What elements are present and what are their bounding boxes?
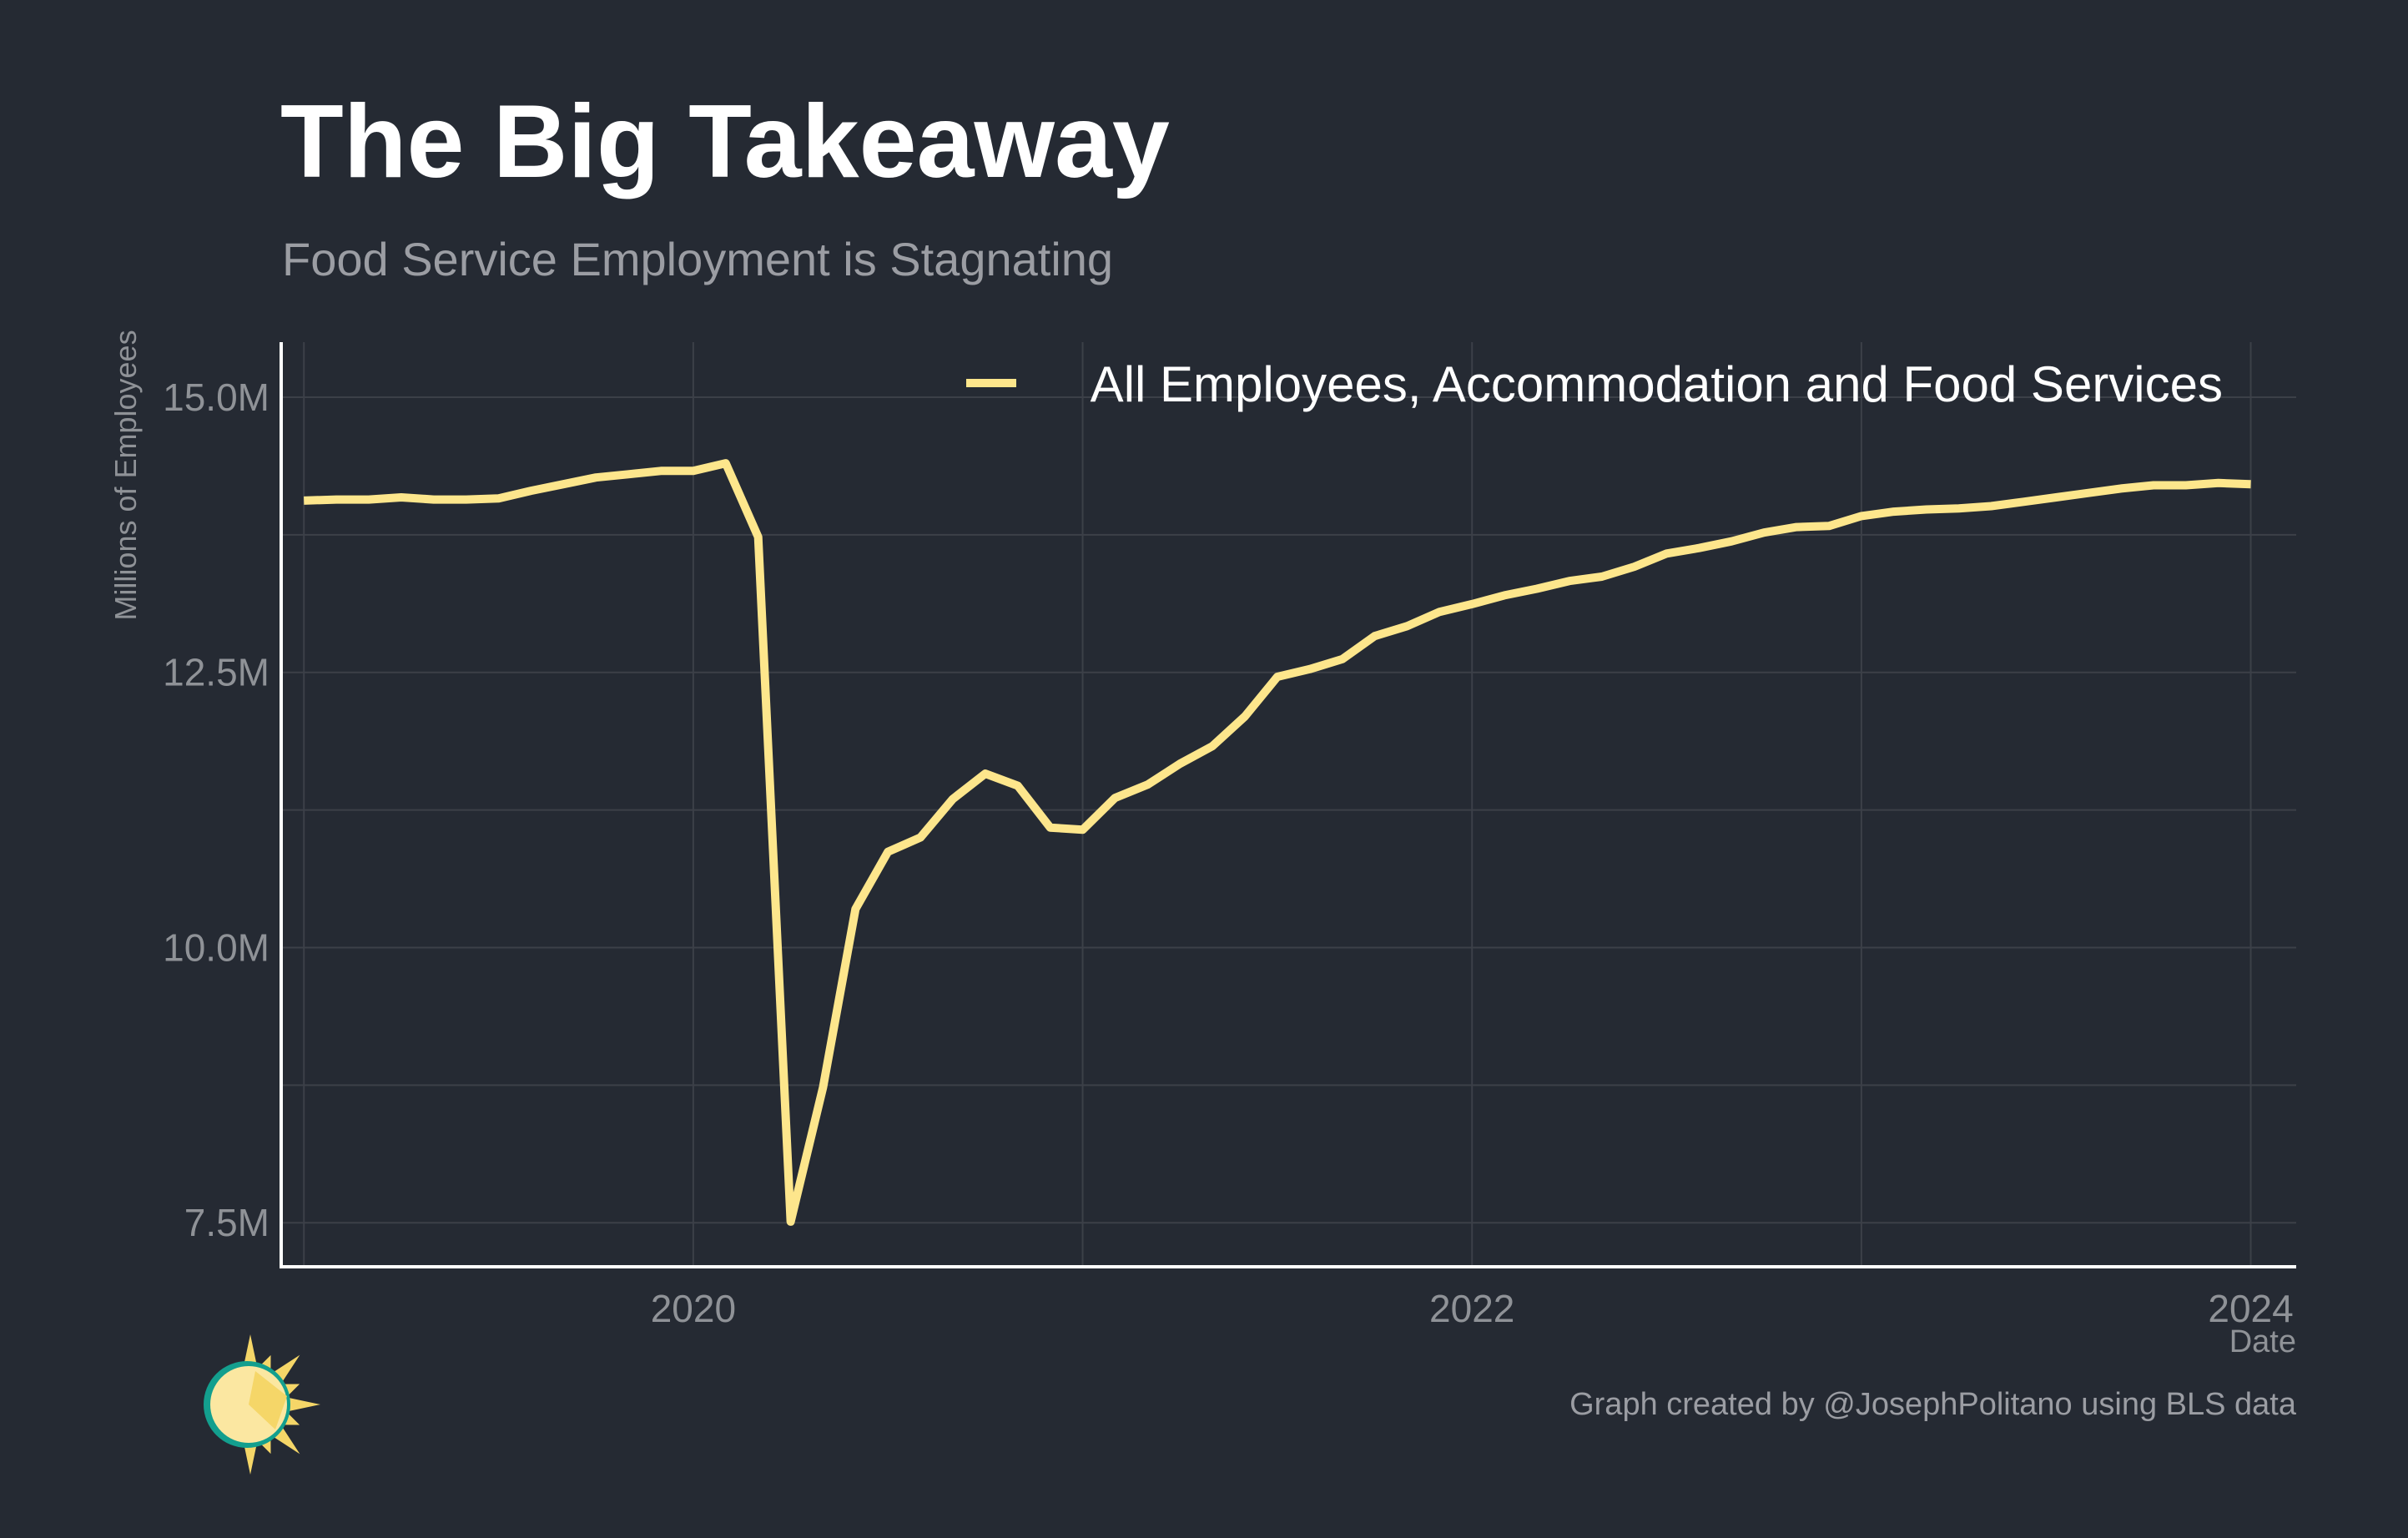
y-tick-label: 12.5M: [163, 651, 270, 694]
y-tick-label: 15.0M: [163, 376, 270, 419]
x-tick-labels: 2020 2022 2024: [651, 1287, 2294, 1330]
x-axis-label: Date: [2229, 1324, 2296, 1359]
sun-logo-icon: [204, 1334, 320, 1475]
source-caption: Graph created by @JosephPolitano using B…: [1569, 1387, 2296, 1422]
x-tick-label: 2020: [651, 1287, 736, 1330]
x-tick-label: 2024: [2208, 1287, 2293, 1330]
y-tick-label: 10.0M: [163, 925, 270, 969]
series-line: [304, 459, 2251, 1226]
y-axis-label: Millions of Employees: [108, 330, 143, 620]
axes: [280, 342, 2296, 1268]
legend: All Employees, Accommodation and Food Se…: [966, 356, 2223, 412]
y-tick-label: 7.5M: [184, 1201, 270, 1244]
y-tick-labels: 7.5M 10.0M 12.5M 15.0M: [163, 376, 270, 1244]
page-title: The Big Takeaway: [280, 84, 1170, 199]
grid: [281, 342, 2296, 1267]
legend-label: All Employees, Accommodation and Food Se…: [1091, 356, 2223, 412]
x-tick-label: 2022: [1429, 1287, 1514, 1330]
page-subtitle: Food Service Employment is Stagnating: [282, 233, 1114, 285]
sun-shadow: [249, 1371, 287, 1430]
